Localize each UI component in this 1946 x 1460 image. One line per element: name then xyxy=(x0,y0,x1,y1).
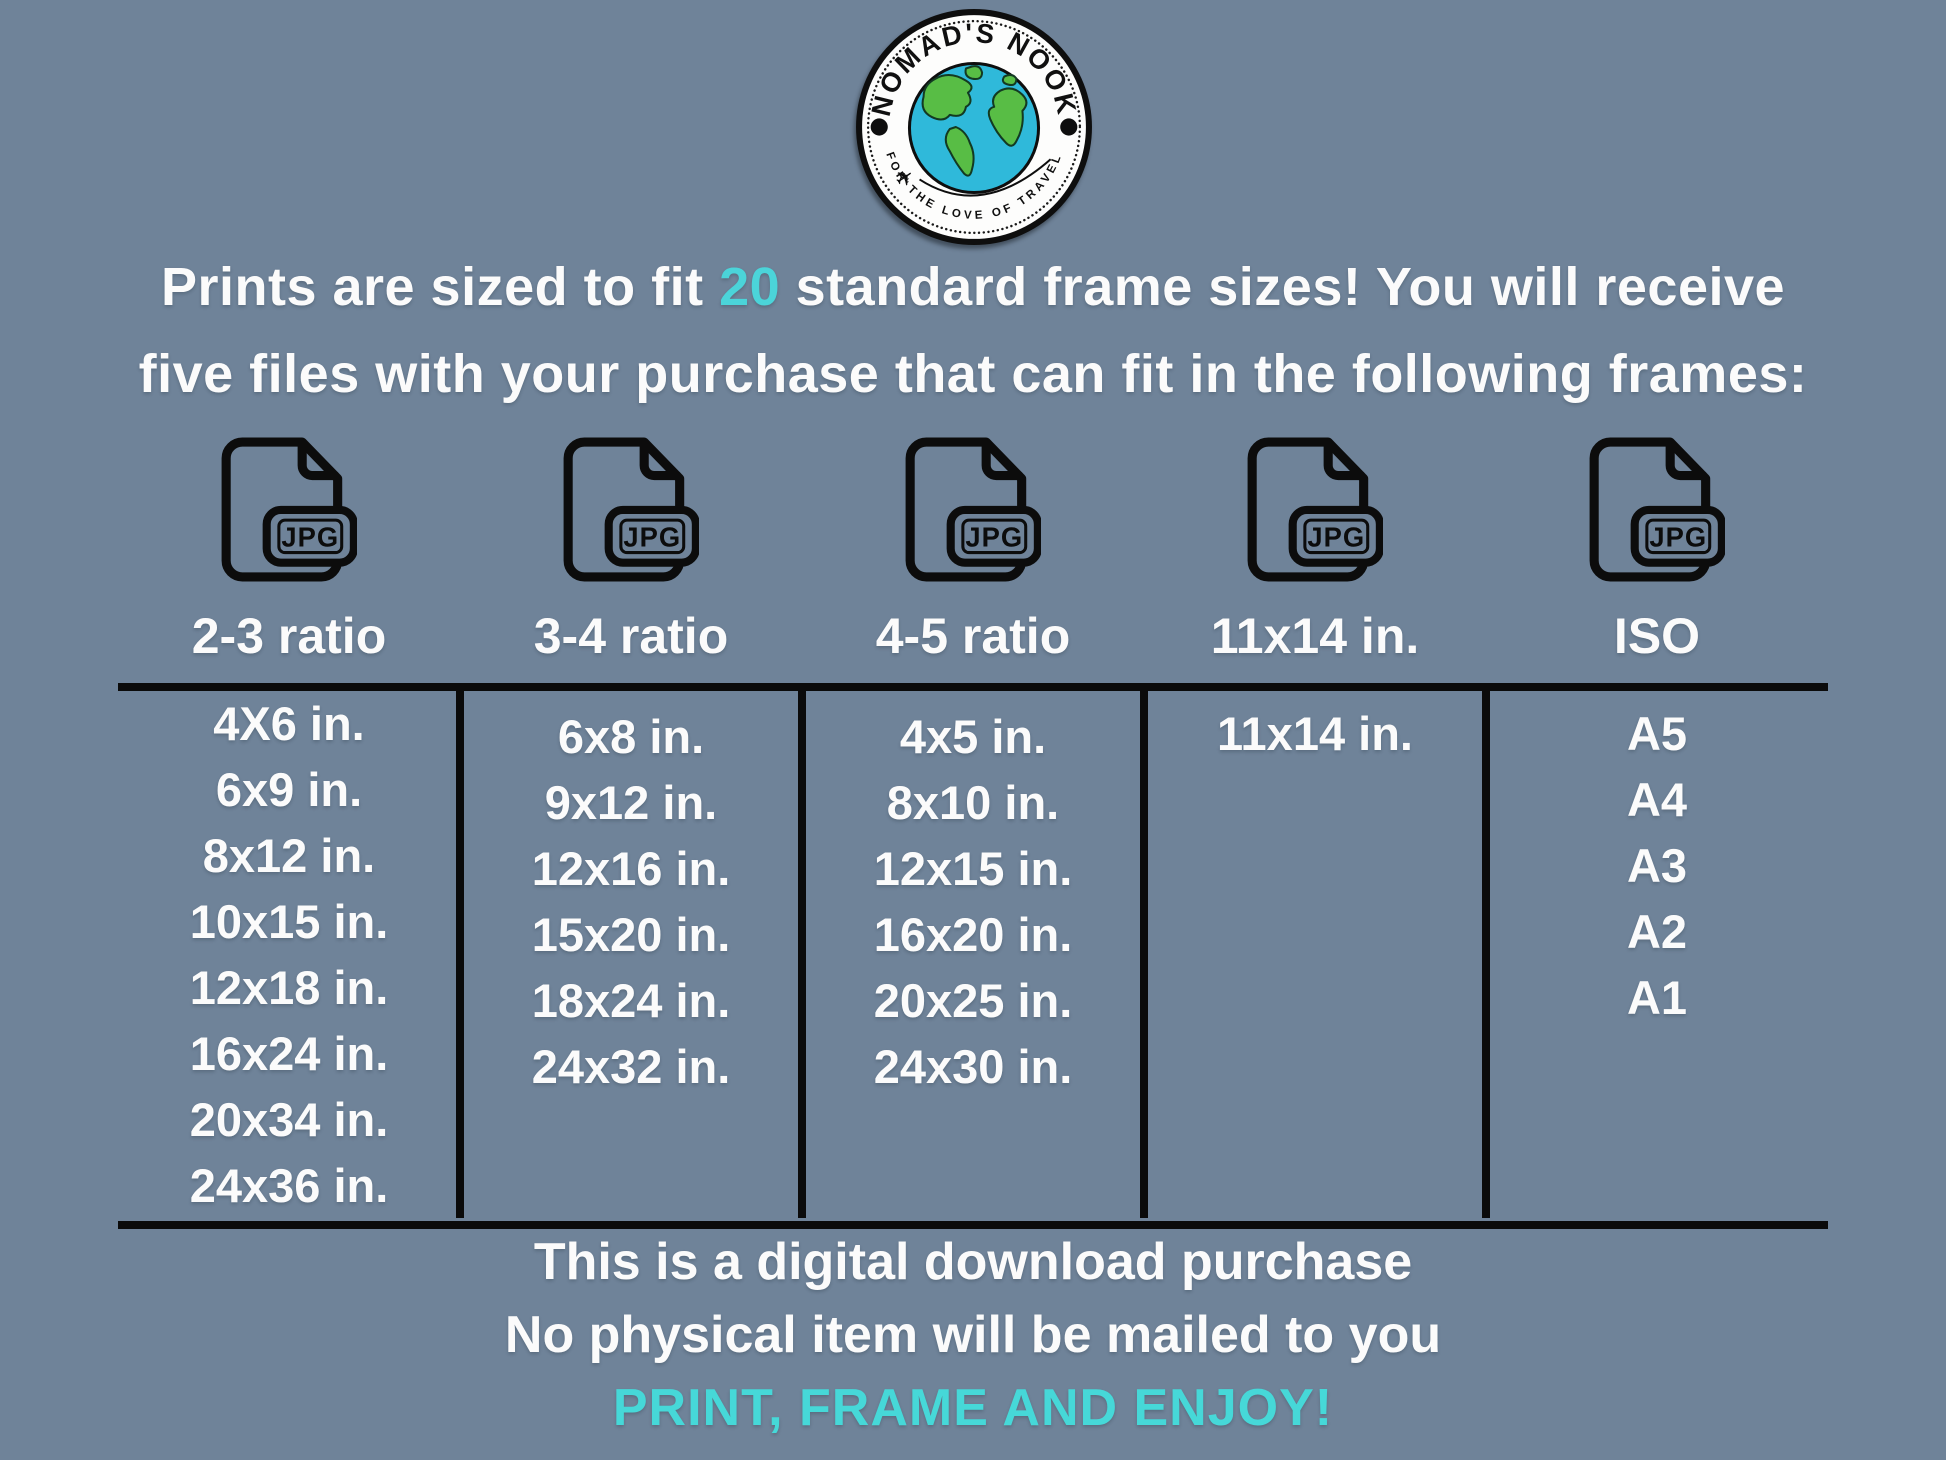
size-item: 8x12 in. xyxy=(202,829,376,882)
svg-text:JPG: JPG xyxy=(281,521,339,552)
svg-text:JPG: JPG xyxy=(623,521,681,552)
size-item: 4X6 in. xyxy=(213,697,365,750)
size-item: A1 xyxy=(1626,971,1688,1024)
jpg-file-icon: JPG xyxy=(802,435,1144,587)
svg-text:JPG: JPG xyxy=(1649,521,1707,552)
size-item: 11x14 in. xyxy=(1217,707,1413,760)
size-item: 24x30 in. xyxy=(873,1040,1073,1093)
column-header: 3-4 ratio xyxy=(533,608,729,664)
size-item: 16x20 in. xyxy=(873,908,1073,961)
title-pre: Prints are sized to fit xyxy=(160,257,720,317)
footer-line3: PRINT, FRAME AND ENJOY! xyxy=(612,1379,1334,1437)
jpg-file-icon: JPG xyxy=(460,435,802,587)
size-list: 11x14 in. xyxy=(1144,691,1486,767)
globe-badge-icon: ✈ NOMAD'S NOOK FOR THE LOVE OF TRAVEL xyxy=(856,9,1092,245)
size-item: A3 xyxy=(1626,839,1688,892)
size-list: 4X6 in. 6x9 in. 8x12 in. 10x15 in. 12x18 in.… xyxy=(118,691,460,1219)
jpg-file-icon: JPG xyxy=(1486,435,1828,587)
frame-size-table: JPG 2-3 ratio 4X6 in. 6x9 in. 8x12 in. 10x1… xyxy=(118,430,1828,1220)
column-divider xyxy=(456,691,464,1218)
table-top-rule xyxy=(118,683,1828,691)
page-title-line1: Prints are sized to fit 20 standard fram… xyxy=(0,244,1946,331)
size-item: 12x18 in. xyxy=(189,961,389,1014)
size-list: 4x5 in. 8x10 in. 12x15 in. 16x20 in. 20x25 i… xyxy=(802,691,1144,1100)
size-item: A2 xyxy=(1626,905,1688,958)
size-item: 9x12 in. xyxy=(544,776,718,829)
brand-logo: ✈ NOMAD'S NOOK FOR THE LOVE OF TRAVEL xyxy=(853,6,1095,248)
size-item: 12x16 in. xyxy=(531,842,731,895)
size-item: 4x5 in. xyxy=(899,710,1047,763)
jpg-file-icon: JPG xyxy=(1144,435,1486,587)
frame-size-column: JPG ISO A5 A4 A3 A2 A1 xyxy=(1486,430,1828,1220)
size-item: 10x15 in. xyxy=(189,895,389,948)
size-item: 18x24 in. xyxy=(531,974,731,1027)
frame-size-column: JPG 11x14 in. 11x14 in. xyxy=(1144,430,1486,1220)
size-list: 6x8 in. 9x12 in. 12x16 in. 15x20 in. 18x24 i… xyxy=(460,691,802,1100)
column-divider xyxy=(798,691,806,1218)
size-item: 8x10 in. xyxy=(886,776,1060,829)
title-post: standard frame sizes! You will receive xyxy=(780,257,1786,317)
footer-line1: This is a digital download purchase xyxy=(533,1233,1413,1291)
title-highlight: 20 xyxy=(719,257,781,317)
size-item: A5 xyxy=(1626,707,1688,760)
size-item: 6x9 in. xyxy=(215,763,363,816)
size-item: 24x36 in. xyxy=(189,1159,389,1212)
column-divider xyxy=(1140,691,1148,1218)
column-header: 4-5 ratio xyxy=(875,608,1071,664)
size-list: A5 A4 A3 A2 A1 xyxy=(1486,691,1828,1031)
jpg-file-icon: JPG xyxy=(118,435,460,587)
table-bottom-rule xyxy=(118,1221,1828,1229)
footer-note: This is a digital download purchase No p… xyxy=(0,1226,1946,1445)
column-header: 11x14 in. xyxy=(1210,608,1420,664)
size-item: 16x24 in. xyxy=(189,1027,389,1080)
size-item: 24x32 in. xyxy=(531,1040,731,1093)
size-item: 15x20 in. xyxy=(531,908,731,961)
frame-size-column: JPG 4-5 ratio 4x5 in. 8x10 in. 12x15 in. 16… xyxy=(802,430,1144,1220)
column-header: ISO xyxy=(1613,608,1701,664)
svg-text:JPG: JPG xyxy=(1307,521,1365,552)
svg-text:JPG: JPG xyxy=(965,521,1023,552)
page-title: Prints are sized to fit 20 standard fram… xyxy=(0,244,1946,418)
size-item: 6x8 in. xyxy=(557,710,705,763)
column-divider xyxy=(1482,691,1490,1218)
size-item: 12x15 in. xyxy=(873,842,1073,895)
page-title-line2: five files with your purchase that can f… xyxy=(138,344,1808,404)
frame-size-column: JPG 2-3 ratio 4X6 in. 6x9 in. 8x12 in. 10x1… xyxy=(118,430,460,1220)
size-item: A4 xyxy=(1626,773,1688,826)
column-header: 2-3 ratio xyxy=(191,608,387,664)
size-item: 20x25 in. xyxy=(873,974,1073,1027)
frame-size-column: JPG 3-4 ratio 6x8 in. 9x12 in. 12x16 in. 15… xyxy=(460,430,802,1220)
size-item: 20x34 in. xyxy=(189,1093,389,1146)
footer-line2: No physical item will be mailed to you xyxy=(504,1306,1442,1364)
